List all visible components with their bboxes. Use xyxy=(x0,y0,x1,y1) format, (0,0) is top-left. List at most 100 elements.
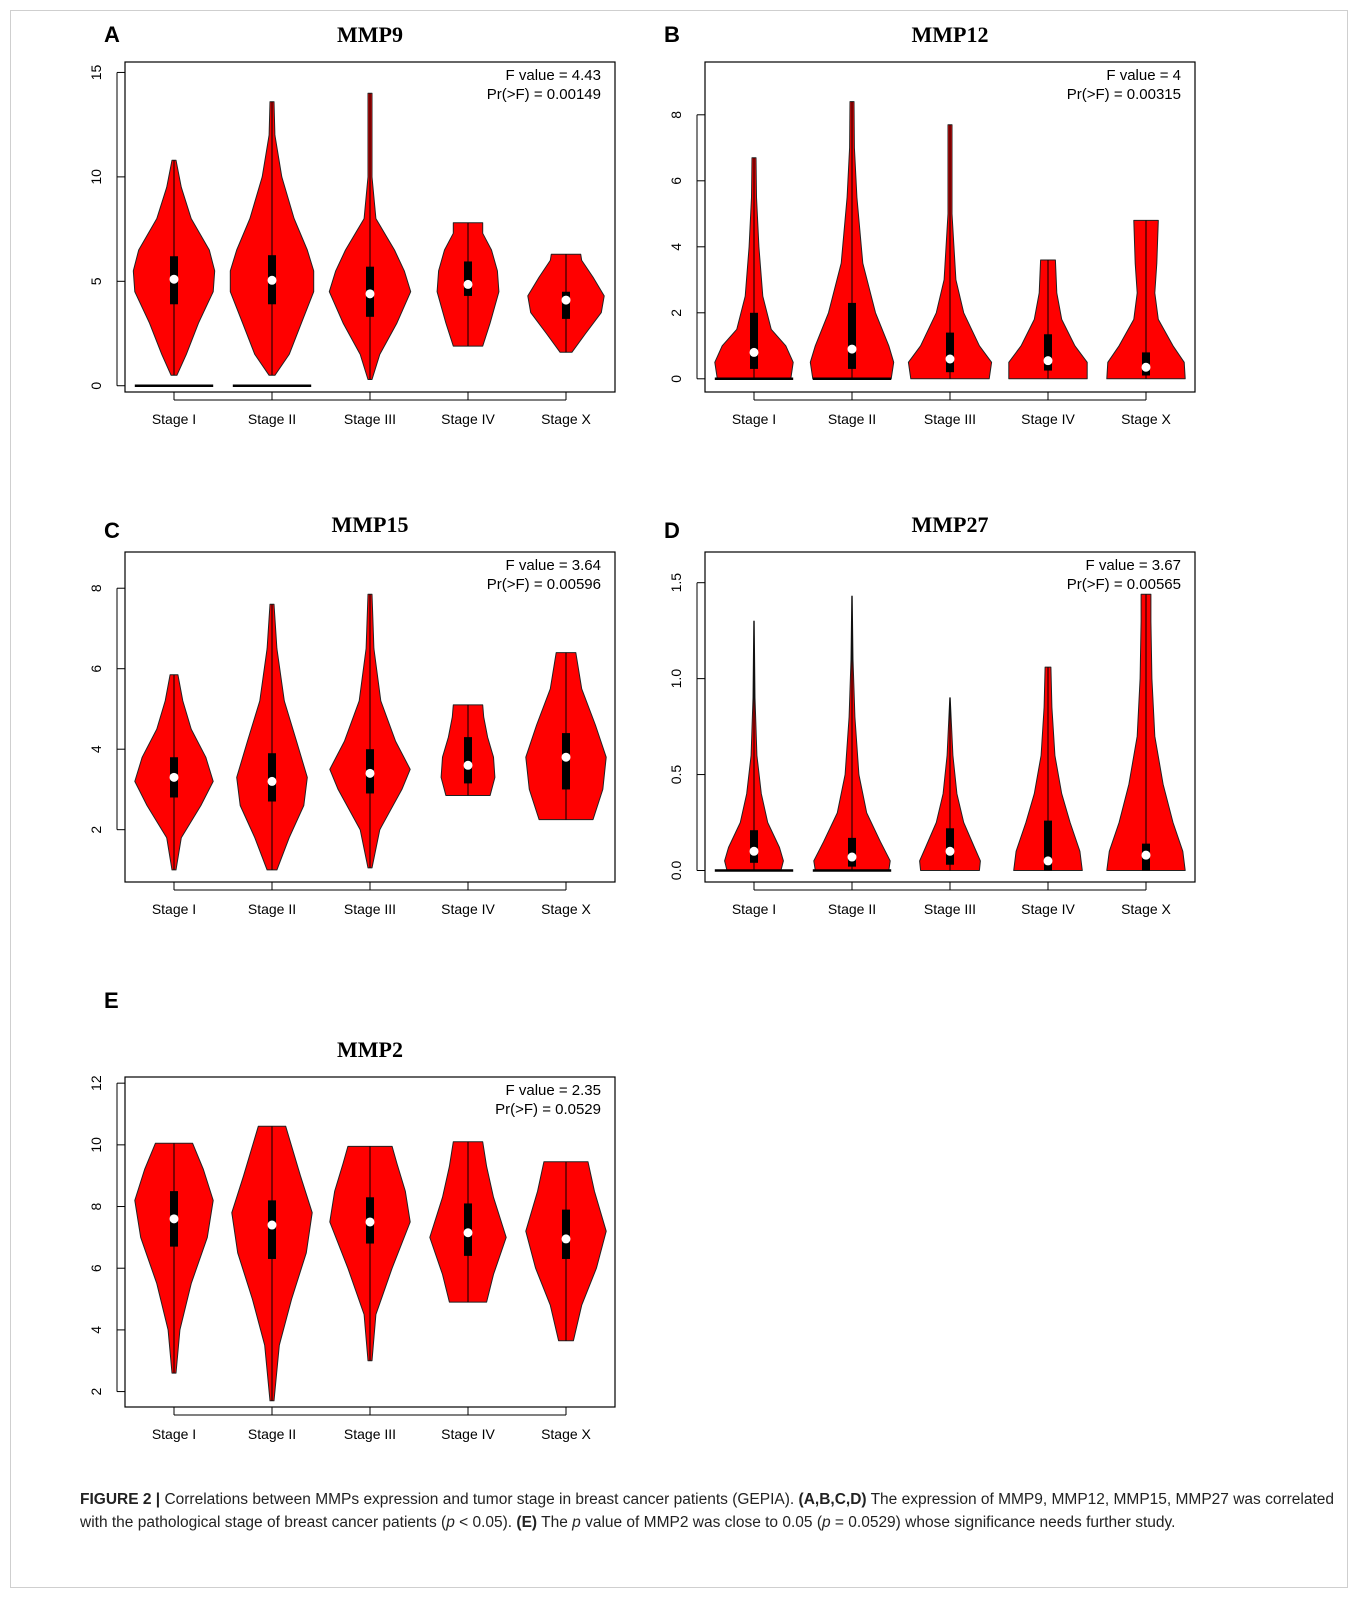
median-dot xyxy=(561,752,571,762)
x-tick-label: Stage I xyxy=(152,1426,196,1442)
y-tick-label: 4 xyxy=(668,243,684,251)
violin-panel-mmp9: MMP9 0 5 10 15 Stage I Stage II Stage III Stage … xyxy=(60,20,660,460)
median-dot xyxy=(267,275,277,285)
iqr-box xyxy=(562,291,570,319)
median-dot xyxy=(365,1217,375,1227)
panel-label-e: E xyxy=(104,988,119,1013)
panel-label-c: C xyxy=(104,518,120,543)
stat-annotation: F value = 4 xyxy=(1106,67,1181,84)
stat-annotation: Pr(>F) = 0.00565 xyxy=(1067,576,1181,593)
median-dot xyxy=(1141,850,1151,860)
y-tick-label: 15 xyxy=(88,64,104,80)
x-tick-label: Stage I xyxy=(152,901,196,917)
x-tick-label: Stage IV xyxy=(441,411,495,427)
median-dot xyxy=(365,768,375,778)
caption-ref-2: (E) xyxy=(516,1514,538,1531)
stat-annotation: F value = 2.35 xyxy=(506,1082,601,1099)
x-tick-label: Stage III xyxy=(344,1426,396,1442)
caption-p-1: p xyxy=(446,1514,455,1531)
panel-label-d: D xyxy=(664,518,680,543)
x-tick-label: Stage III xyxy=(344,411,396,427)
violin-panel-mmp27: MMP27 0.0 0.5 1.0 1.5 Stage I Stage II Stage II… xyxy=(640,510,1240,950)
violin-chart: MMP27 0.0 0.5 1.0 1.5 Stage I Stage II Stage II… xyxy=(668,512,1196,917)
x-tick-label: Stage X xyxy=(1121,901,1171,917)
median-dot xyxy=(847,344,857,354)
x-tick-label: Stage II xyxy=(828,901,876,917)
caption-text-2: The expression of MMP9, MMP12, MMP15, MM… xyxy=(80,1491,1335,1531)
caption-text-5: value of MMP2 was close to 0.05 ( xyxy=(580,1514,822,1531)
stat-annotation: F value = 3.64 xyxy=(506,557,601,574)
iqr-box xyxy=(750,312,758,369)
median-dot xyxy=(463,1228,473,1238)
iqr-box xyxy=(848,837,856,867)
median-dot xyxy=(463,279,473,289)
violin-chart: MMP2 2 4 6 8 10 12 Stage I Stage II Stage III Stag… xyxy=(88,1037,616,1442)
chart-title: MMP9 xyxy=(337,22,403,47)
panel-label-a: A xyxy=(104,22,120,47)
y-tick-label: 0 xyxy=(668,375,684,383)
violin-panel-mmp15: MMP15 2 4 6 8 Stage I Stage II Stage III Stage I… xyxy=(60,510,660,950)
panel-label-b: B xyxy=(664,22,680,47)
y-tick-label: 10 xyxy=(88,169,104,185)
y-tick-label: 6 xyxy=(668,177,684,185)
caption-text-4: The xyxy=(537,1514,573,1531)
x-tick-label: Stage II xyxy=(248,901,296,917)
median-dot xyxy=(169,1214,179,1224)
y-tick-label: 2 xyxy=(88,1387,104,1395)
median-dot xyxy=(847,852,857,862)
median-dot xyxy=(1141,362,1151,372)
median-dot xyxy=(1043,856,1053,866)
chart-title: MMP12 xyxy=(912,22,989,47)
caption-p-3: p xyxy=(821,1514,831,1531)
stat-annotation: Pr(>F) = 0.00149 xyxy=(487,86,601,103)
stat-annotation: Pr(>F) = 0.0529 xyxy=(495,1101,601,1118)
x-tick-label: Stage III xyxy=(924,901,976,917)
median-dot xyxy=(365,289,375,299)
violin-chart: MMP15 2 4 6 8 Stage I Stage II Stage III Stage I… xyxy=(88,512,616,917)
chart-title: MMP2 xyxy=(337,1037,403,1062)
stat-annotation: F value = 3.67 xyxy=(1086,557,1181,574)
iqr-box xyxy=(464,261,472,296)
iqr-box xyxy=(946,332,954,373)
x-tick-label: Stage III xyxy=(344,901,396,917)
caption-p-2: p xyxy=(572,1514,581,1531)
y-tick-label: 0 xyxy=(88,382,104,390)
y-tick-label: 0.5 xyxy=(668,765,684,785)
y-tick-label: 1.5 xyxy=(668,573,684,593)
x-tick-label: Stage X xyxy=(541,1426,591,1442)
x-tick-label: Stage I xyxy=(732,411,776,427)
iqr-box xyxy=(1044,820,1052,871)
caption-ref-1: (A,B,C,D) xyxy=(798,1491,867,1508)
y-tick-label: 6 xyxy=(88,665,104,673)
median-dot xyxy=(561,1234,571,1244)
figure-frame xyxy=(10,10,1348,1588)
y-tick-label: 1.0 xyxy=(668,669,684,689)
y-tick-label: 4 xyxy=(88,1326,104,1334)
median-dot xyxy=(749,846,759,856)
iqr-box xyxy=(946,828,954,865)
x-tick-label: Stage X xyxy=(1121,411,1171,427)
caption-label: FIGURE 2 | xyxy=(80,1491,161,1508)
y-tick-label: 2 xyxy=(88,826,104,834)
y-tick-label: 5 xyxy=(88,277,104,285)
stat-annotation: F value = 4.43 xyxy=(506,67,601,84)
chart-title: MMP15 xyxy=(332,512,409,537)
median-dot xyxy=(749,347,759,357)
violin-panel-mmp2: MMP2 2 4 6 8 10 12 Stage I Stage II Stage III Stag… xyxy=(60,1035,660,1475)
median-dot xyxy=(267,1220,277,1230)
y-tick-label: 8 xyxy=(668,111,684,119)
y-tick-label: 10 xyxy=(88,1137,104,1153)
x-tick-label: Stage III xyxy=(924,411,976,427)
x-tick-label: Stage IV xyxy=(1021,411,1075,427)
x-tick-label: Stage I xyxy=(152,411,196,427)
median-dot xyxy=(945,846,955,856)
median-dot xyxy=(1043,356,1053,366)
x-tick-label: Stage IV xyxy=(441,1426,495,1442)
caption-text-3: < 0.05). xyxy=(454,1514,517,1531)
y-tick-label: 0.0 xyxy=(668,861,684,881)
median-dot xyxy=(169,274,179,284)
median-dot xyxy=(169,772,179,782)
x-tick-label: Stage X xyxy=(541,901,591,917)
x-tick-label: Stage IV xyxy=(1021,901,1075,917)
x-tick-label: Stage II xyxy=(828,411,876,427)
